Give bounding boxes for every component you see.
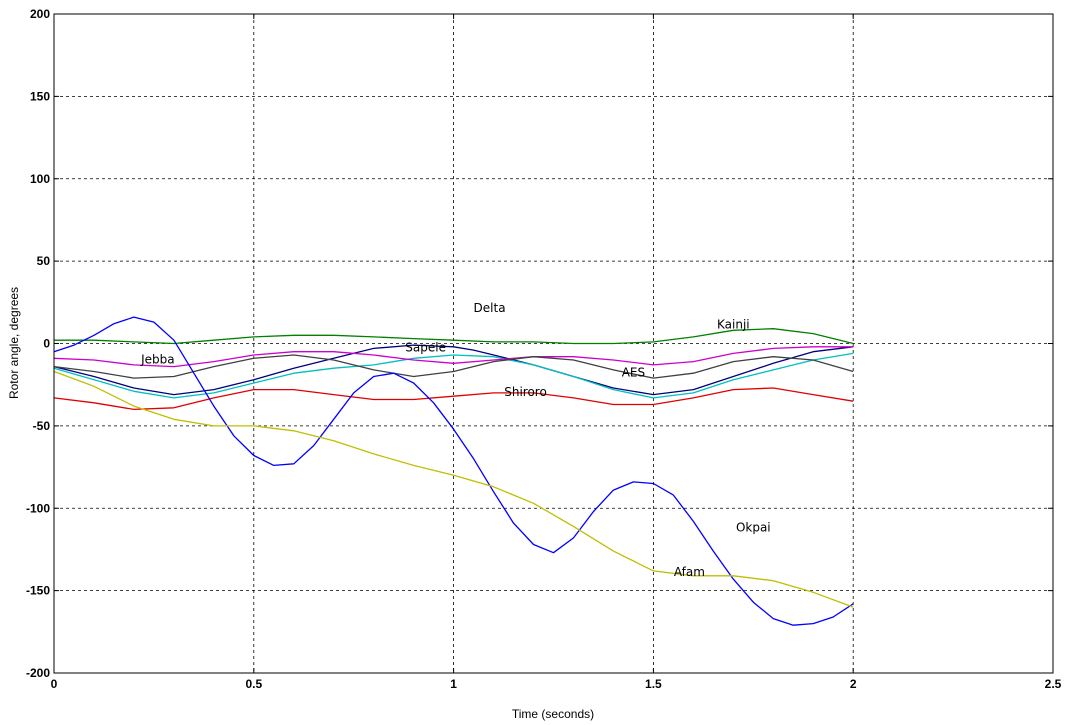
series-lines (53, 316, 854, 626)
series-line-jebba (53, 346, 854, 368)
annotation-delta: Delta (474, 301, 506, 315)
annotation-okpai: Okpai (736, 520, 771, 534)
annotation-sapele: Sapele (405, 341, 446, 355)
series-line-sapele (53, 352, 854, 399)
x-tick-label: 1 (450, 677, 457, 691)
series-line-shiroro (53, 387, 854, 411)
y-tick-label: 150 (30, 89, 50, 103)
x-tick-label: 2 (850, 677, 857, 691)
y-axis-label: Rotor angle, degrees (7, 287, 21, 399)
series-line-afam (53, 370, 854, 608)
series-line-delta (53, 344, 854, 396)
grid (54, 14, 1053, 673)
x-tick-label: 2.5 (1045, 677, 1062, 691)
annotation-jebba: Jebba (140, 352, 175, 366)
y-tick-label: -100 (26, 501, 50, 515)
x-axis-label: Time (seconds) (512, 707, 594, 721)
annotation-shiroro: Shiroro (504, 385, 547, 399)
x-tick-label: 0.5 (245, 677, 262, 691)
annotations: Delta Kainji Sapele Jebba AES Shiroro Okpai Afa… (140, 301, 771, 579)
y-tick-label: 100 (30, 172, 50, 186)
y-tick-label: 200 (30, 7, 50, 21)
x-tick-label: 0 (51, 677, 58, 691)
x-tick-label: 1.5 (645, 677, 662, 691)
y-tick-label: 50 (37, 254, 51, 268)
annotation-afam: Afam (674, 565, 705, 579)
y-tick-label: -200 (26, 666, 50, 680)
annotation-kainji: Kainji (717, 318, 750, 332)
y-tick-label: -150 (26, 584, 50, 598)
series-line-kainji (54, 328, 854, 345)
y-tick-label: -50 (33, 419, 51, 433)
ticks: 0 0.5 1 1.5 2 2.5 -200 -150 -100 -50 0 50 100 150 200 (26, 7, 1062, 691)
y-tick-label: 0 (43, 337, 50, 351)
series-line-aes (53, 354, 854, 379)
annotation-aes: AES (622, 365, 645, 379)
series-line-okpai (53, 316, 854, 626)
